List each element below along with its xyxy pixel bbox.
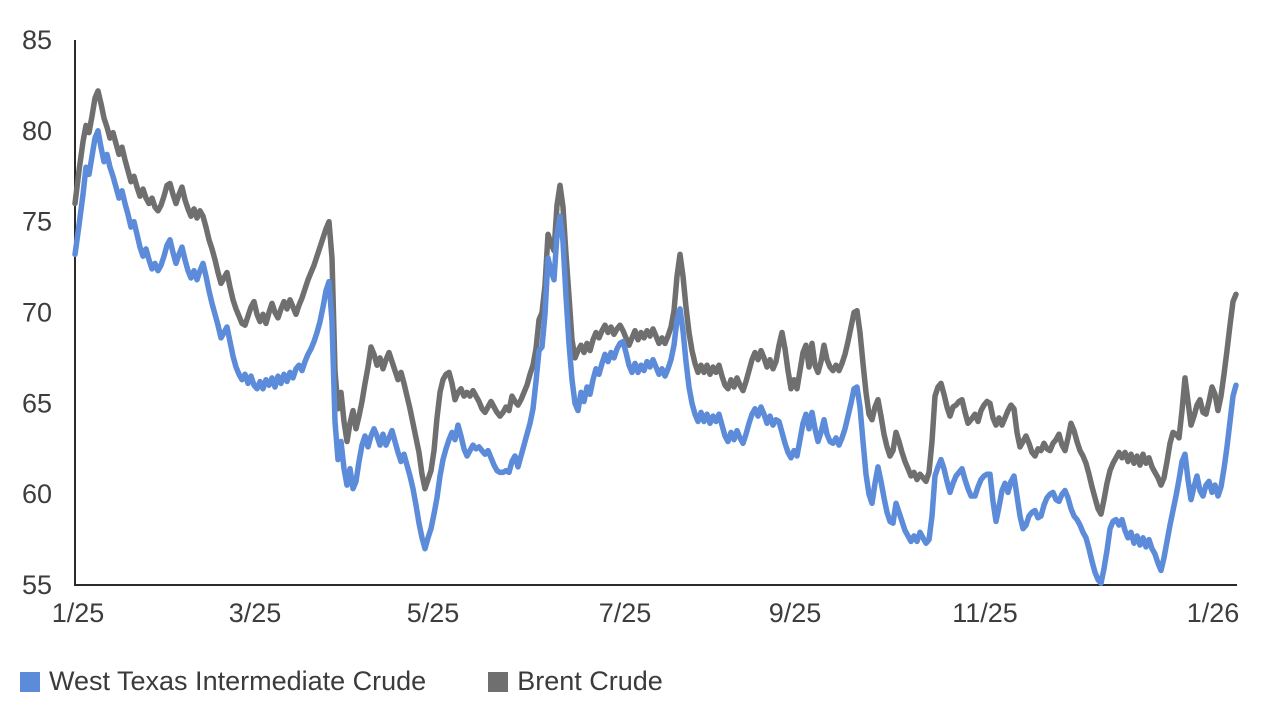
x-tick-label: 1/26 [1187,598,1240,628]
x-tick-label: 9/25 [769,598,822,628]
crude-oil-price-chart: 85 80 75 70 65 60 55 1/25 3/25 5/25 7/25 9/25 11/25… [22,25,1240,628]
wti-line [72,128,1239,586]
series-lines [72,88,1239,586]
y-axis-tick-labels: 85 80 75 70 65 60 55 [22,25,52,600]
y-tick-label: 65 [22,388,52,418]
x-tick-label: 5/25 [407,598,460,628]
y-tick-label: 70 [22,298,52,328]
legend-item-wti: West Texas Intermediate Crude [20,666,426,697]
y-tick-label: 60 [22,479,52,509]
y-tick-label: 85 [22,25,52,55]
y-tick-label: 55 [22,570,52,600]
wti-swatch-icon [20,671,40,692]
axes [74,40,1237,586]
brent-line [72,88,1239,517]
y-tick-label: 75 [22,207,52,237]
x-tick-label: 7/25 [599,598,652,628]
axis-lines [74,40,1237,586]
x-tick-label: 11/25 [952,598,1018,628]
x-axis-tick-labels: 1/25 3/25 5/25 7/25 9/25 11/25 1/26 [52,598,1240,628]
line-chart-canvas: 85 80 75 70 65 60 55 1/25 3/25 5/25 7/25 9/25 11/25… [22,25,1240,628]
legend-item-brent: Brent Crude [488,666,663,697]
x-tick-label: 1/25 [52,598,105,628]
legend: West Texas Intermediate Crude Brent Crud… [20,666,663,697]
y-tick-label: 80 [22,116,52,146]
legend-label-wti: West Texas Intermediate Crude [49,666,427,696]
x-tick-label: 3/25 [229,598,282,628]
legend-label-brent: Brent Crude [517,666,663,696]
brent-swatch-icon [488,671,509,692]
